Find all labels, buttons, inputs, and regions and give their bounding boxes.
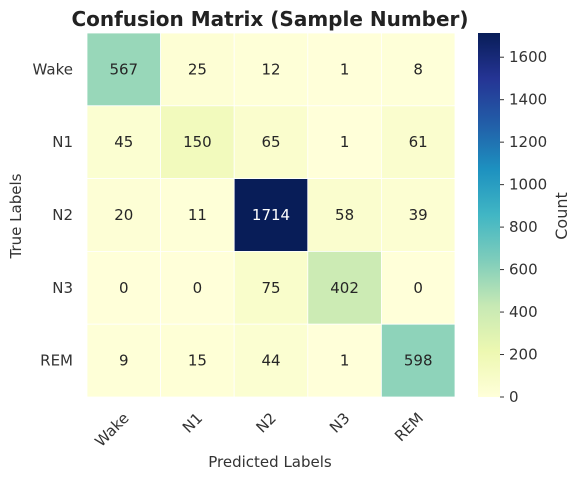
heatmap-cell xyxy=(160,32,235,107)
colorbar-tick-label: 1200 xyxy=(509,133,547,151)
heatmap-cell xyxy=(86,250,161,325)
x-tick-labels: Wake N1 N2 N3 REM xyxy=(91,409,427,450)
colorbar-tick-label: 600 xyxy=(509,261,538,279)
colorbar-tick-label: 1400 xyxy=(509,91,547,109)
cell-value-label: 44 xyxy=(261,352,280,370)
heatmap-cell xyxy=(86,32,161,107)
colorbar-label: Count xyxy=(552,192,571,240)
heatmap-cell xyxy=(307,178,382,252)
y-tick-label: Wake xyxy=(33,60,73,78)
cell-value-label: 0 xyxy=(413,279,423,297)
y-tick-label: N1 xyxy=(52,133,73,151)
cell-value-label: 567 xyxy=(109,60,138,78)
cell-value-label: 1 xyxy=(340,352,350,370)
colorbar-ticks: 0 200 400 600 800 1000 1200 1400 1600 xyxy=(500,48,547,406)
cell-value-label: 0 xyxy=(193,279,203,297)
heatmap-cell xyxy=(380,32,456,107)
heatmap-cell xyxy=(233,32,309,107)
cell-value-label: 1 xyxy=(340,60,350,78)
x-tick-label: Wake xyxy=(91,409,132,450)
cell-value-label: 12 xyxy=(261,60,280,78)
y-tick-label: REM xyxy=(40,352,73,370)
heatmap-cell xyxy=(233,178,309,252)
cell-value-label: 0 xyxy=(119,279,129,297)
heatmap-cell xyxy=(380,178,456,252)
heatmap-cell xyxy=(307,32,382,107)
cell-value-label: 1 xyxy=(340,133,350,151)
colorbar-tick-label: 0 xyxy=(509,388,519,406)
cell-value-label: 1714 xyxy=(252,206,290,224)
x-tick-label: N3 xyxy=(326,409,353,436)
cell-value-label: 15 xyxy=(188,352,207,370)
colorbar-tick-label: 1600 xyxy=(509,48,547,66)
heatmap-cell xyxy=(86,323,161,398)
heatmap-cell xyxy=(380,105,456,180)
colorbar-tick-label: 200 xyxy=(509,346,538,364)
heatmap-cell xyxy=(160,178,235,252)
y-tick-label: N2 xyxy=(52,206,73,224)
heatmap-cell xyxy=(160,250,235,325)
heatmap-cell xyxy=(307,250,382,325)
heatmap-grid: 567 25 12 1 8 45 150 65 1 61 20 11 1714 58 39 0 0 75 402 0 9… xyxy=(86,32,456,398)
cell-value-label: 150 xyxy=(183,133,212,151)
colorbar-tick-label: 1000 xyxy=(509,176,547,194)
cell-value-label: 8 xyxy=(413,60,423,78)
cell-value-label: 45 xyxy=(114,133,133,151)
heatmap-cell xyxy=(86,105,161,180)
heatmap-cell xyxy=(380,323,456,398)
colorbar-tick-label: 800 xyxy=(509,218,538,236)
colorbar xyxy=(478,33,500,397)
cell-value-label: 402 xyxy=(330,279,359,297)
colorbar-tick-label: 400 xyxy=(509,303,538,321)
cell-value-label: 65 xyxy=(261,133,280,151)
y-axis-label: True Labels xyxy=(7,173,25,259)
heatmap-cell xyxy=(233,323,309,398)
heatmap-cell xyxy=(160,323,235,398)
cell-value-label: 61 xyxy=(409,133,428,151)
x-axis-label: Predicted Labels xyxy=(208,453,332,471)
heatmap-cell xyxy=(380,250,456,325)
heatmap-cell xyxy=(233,105,309,180)
chart-title: Confusion Matrix (Sample Number) xyxy=(71,7,468,31)
x-tick-label: N1 xyxy=(179,409,206,436)
cell-value-label: 75 xyxy=(261,279,280,297)
y-tick-labels: Wake N1 N2 N3 REM xyxy=(33,60,73,369)
cell-value-label: 58 xyxy=(335,206,354,224)
x-tick-label: N2 xyxy=(252,409,279,436)
cell-value-label: 20 xyxy=(114,206,133,224)
y-tick-label: N3 xyxy=(52,279,73,297)
cell-value-label: 598 xyxy=(404,352,433,370)
cell-value-label: 9 xyxy=(119,352,129,370)
x-tick-label: REM xyxy=(391,409,427,445)
cell-value-label: 25 xyxy=(188,60,207,78)
heatmap-cell xyxy=(233,250,309,325)
cell-value-label: 11 xyxy=(188,206,207,224)
cell-value-label: 39 xyxy=(409,206,428,224)
